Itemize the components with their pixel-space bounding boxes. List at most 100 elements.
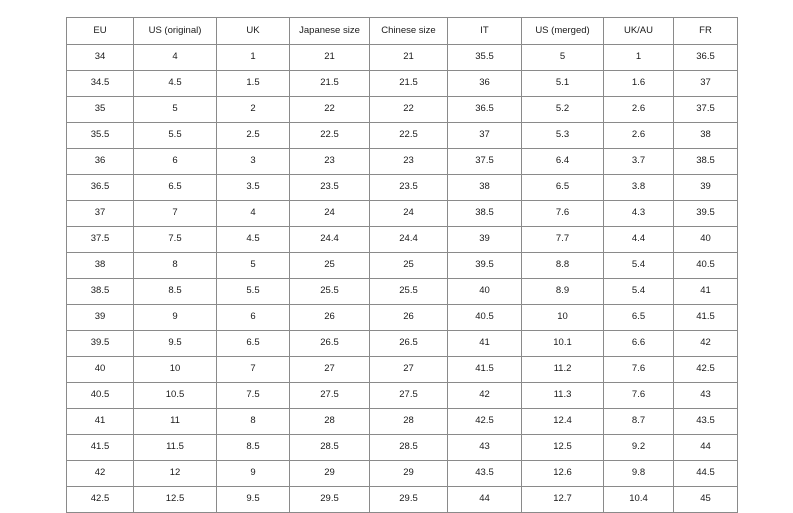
table-row: 35 5 2 22 22 36.5 5.2 2.6 37.5 — [66, 96, 738, 123]
table-row: 41 11 8 28 28 42.5 12.4 8.7 43.5 — [66, 408, 738, 435]
cell-eu: 41.5 — [66, 434, 134, 461]
table-row: 39.5 9.5 6.5 26.5 26.5 41 10.1 6.6 42 — [66, 330, 738, 357]
cell-it: 41 — [447, 330, 522, 357]
column-header-fr: FR — [673, 17, 738, 45]
cell-it: 39 — [447, 226, 522, 253]
cell-us-original: 7.5 — [133, 226, 217, 253]
cell-uk: 9 — [216, 460, 290, 487]
cell-us-original: 10.5 — [133, 382, 217, 409]
cell-us-original: 11 — [133, 408, 217, 435]
cell-us-original: 12.5 — [133, 486, 217, 513]
cell-uk-au: 8.7 — [603, 408, 674, 435]
cell-eu: 37 — [66, 200, 134, 227]
table-row: 40.5 10.5 7.5 27.5 27.5 42 11.3 7.6 43 — [66, 382, 738, 409]
table-row: 42 12 9 29 29 43.5 12.6 9.8 44.5 — [66, 460, 738, 487]
cell-fr: 41 — [673, 278, 738, 305]
cell-us-merged: 12.5 — [521, 434, 604, 461]
cell-us-merged: 11.3 — [521, 382, 604, 409]
cell-uk-au: 5.4 — [603, 278, 674, 305]
table-row: 35.5 5.5 2.5 22.5 22.5 37 5.3 2.6 38 — [66, 122, 738, 149]
cell-japanese-size: 23 — [289, 148, 370, 175]
cell-us-original: 7 — [133, 200, 217, 227]
cell-it: 37 — [447, 122, 522, 149]
cell-chinese-size: 22 — [369, 96, 448, 123]
cell-us-original: 4 — [133, 44, 217, 71]
cell-us-original: 5.5 — [133, 122, 217, 149]
table-row: 40 10 7 27 27 41.5 11.2 7.6 42.5 — [66, 356, 738, 383]
table-row: 41.5 11.5 8.5 28.5 28.5 43 12.5 9.2 44 — [66, 434, 738, 461]
cell-uk-au: 9.8 — [603, 460, 674, 487]
cell-japanese-size: 26 — [289, 304, 370, 331]
cell-uk: 7.5 — [216, 382, 290, 409]
cell-chinese-size: 23.5 — [369, 174, 448, 201]
cell-uk: 2.5 — [216, 122, 290, 149]
cell-us-merged: 8.9 — [521, 278, 604, 305]
cell-us-merged: 5.3 — [521, 122, 604, 149]
table-header: EU US (original) UK Japanese size Chines… — [66, 17, 738, 45]
cell-uk: 6.5 — [216, 330, 290, 357]
cell-uk-au: 1.6 — [603, 70, 674, 97]
cell-uk-au: 7.6 — [603, 356, 674, 383]
cell-chinese-size: 29 — [369, 460, 448, 487]
cell-uk: 4.5 — [216, 226, 290, 253]
cell-japanese-size: 29.5 — [289, 486, 370, 513]
cell-uk: 1 — [216, 44, 290, 71]
cell-us-merged: 6.4 — [521, 148, 604, 175]
cell-us-merged: 5.1 — [521, 70, 604, 97]
cell-us-original: 9.5 — [133, 330, 217, 357]
cell-uk: 5 — [216, 252, 290, 279]
column-header-eu: EU — [66, 17, 134, 45]
cell-chinese-size: 23 — [369, 148, 448, 175]
cell-it: 41.5 — [447, 356, 522, 383]
cell-it: 38 — [447, 174, 522, 201]
cell-us-merged: 12.6 — [521, 460, 604, 487]
cell-japanese-size: 22.5 — [289, 122, 370, 149]
cell-chinese-size: 22.5 — [369, 122, 448, 149]
cell-fr: 40 — [673, 226, 738, 253]
cell-it: 44 — [447, 486, 522, 513]
cell-chinese-size: 24.4 — [369, 226, 448, 253]
cell-uk-au: 2.6 — [603, 122, 674, 149]
column-header-us-merged: US (merged) — [521, 17, 604, 45]
cell-uk: 2 — [216, 96, 290, 123]
cell-eu: 37.5 — [66, 226, 134, 253]
cell-uk: 4 — [216, 200, 290, 227]
cell-eu: 36 — [66, 148, 134, 175]
cell-uk-au: 3.8 — [603, 174, 674, 201]
cell-eu: 41 — [66, 408, 134, 435]
cell-japanese-size: 24.4 — [289, 226, 370, 253]
cell-us-merged: 8.8 — [521, 252, 604, 279]
cell-eu: 38.5 — [66, 278, 134, 305]
cell-japanese-size: 25.5 — [289, 278, 370, 305]
cell-uk: 3.5 — [216, 174, 290, 201]
cell-us-merged: 10 — [521, 304, 604, 331]
cell-chinese-size: 26 — [369, 304, 448, 331]
cell-eu: 38 — [66, 252, 134, 279]
cell-japanese-size: 29 — [289, 460, 370, 487]
cell-fr: 38.5 — [673, 148, 738, 175]
cell-fr: 41.5 — [673, 304, 738, 331]
cell-japanese-size: 21.5 — [289, 70, 370, 97]
cell-eu: 42.5 — [66, 486, 134, 513]
cell-eu: 35 — [66, 96, 134, 123]
cell-japanese-size: 28.5 — [289, 434, 370, 461]
cell-us-original: 4.5 — [133, 70, 217, 97]
table-row: 37 7 4 24 24 38.5 7.6 4.3 39.5 — [66, 200, 738, 227]
cell-us-original: 8 — [133, 252, 217, 279]
cell-us-merged: 11.2 — [521, 356, 604, 383]
cell-chinese-size: 25 — [369, 252, 448, 279]
cell-it: 40 — [447, 278, 522, 305]
cell-uk: 8 — [216, 408, 290, 435]
cell-fr: 43.5 — [673, 408, 738, 435]
cell-fr: 44 — [673, 434, 738, 461]
cell-uk: 5.5 — [216, 278, 290, 305]
cell-chinese-size: 28 — [369, 408, 448, 435]
cell-it: 43.5 — [447, 460, 522, 487]
cell-us-original: 6.5 — [133, 174, 217, 201]
cell-fr: 43 — [673, 382, 738, 409]
table-row: 38.5 8.5 5.5 25.5 25.5 40 8.9 5.4 41 — [66, 278, 738, 305]
cell-eu: 39 — [66, 304, 134, 331]
cell-it: 43 — [447, 434, 522, 461]
table-row: 39 9 6 26 26 40.5 10 6.5 41.5 — [66, 304, 738, 331]
